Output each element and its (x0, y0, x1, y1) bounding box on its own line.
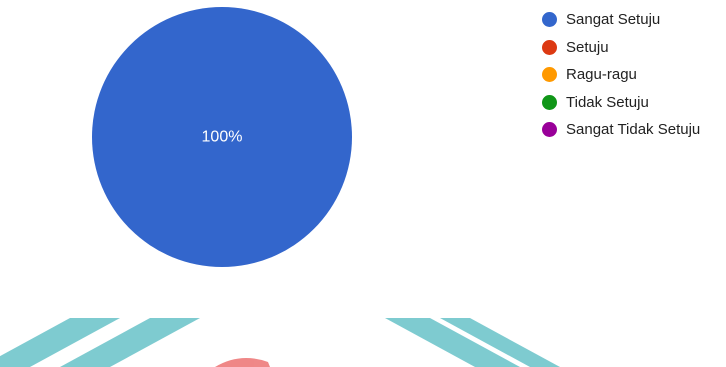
pie-slice-sangat-setuju (92, 7, 352, 267)
watermark-arc (215, 358, 270, 367)
legend-label: Ragu-ragu (566, 66, 637, 84)
slice-label: 100% (202, 129, 243, 146)
legend-swatch (542, 12, 557, 28)
legend-item: Tidak Setuju (542, 89, 700, 117)
legend-item: Ragu-ragu (542, 61, 700, 89)
legend: Sangat Setuju Setuju Ragu-ragu Tidak Setuju… (542, 6, 700, 144)
legend-swatch (542, 39, 557, 55)
legend-label: Setuju (566, 38, 609, 56)
watermark-band-0 (0, 318, 120, 367)
legend-swatch (542, 67, 557, 83)
legend-label: Sangat Setuju (566, 11, 661, 29)
legend-item: Setuju (542, 34, 700, 62)
watermark-band-3 (440, 318, 560, 367)
watermark-band-1 (60, 318, 200, 367)
legend-label: Sangat Tidak Setuju (566, 121, 701, 139)
legend-label: Tidak Setuju (566, 93, 649, 111)
legend-item: Sangat Tidak Setuju (542, 116, 700, 144)
legend-swatch (542, 122, 557, 138)
legend-item: Sangat Setuju (542, 6, 700, 34)
legend-swatch (542, 94, 557, 110)
watermark-band-2 (385, 318, 520, 367)
